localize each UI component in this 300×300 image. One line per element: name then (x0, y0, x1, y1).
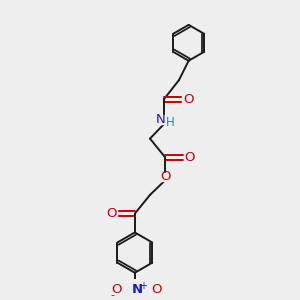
Text: H: H (166, 116, 174, 128)
Text: N: N (132, 283, 143, 296)
Text: N: N (156, 113, 165, 126)
Bar (151, 286, 162, 294)
Bar (157, 116, 171, 124)
Bar (111, 286, 122, 294)
Text: O: O (107, 207, 117, 220)
Bar (182, 95, 192, 104)
Bar (184, 153, 194, 161)
Text: -: - (110, 290, 115, 300)
Text: O: O (151, 284, 161, 296)
Bar (131, 286, 144, 294)
Bar (107, 209, 117, 218)
Text: O: O (183, 93, 193, 106)
Text: O: O (184, 151, 195, 164)
Text: O: O (160, 170, 170, 183)
Text: +: + (139, 281, 147, 291)
Bar (160, 173, 171, 181)
Text: O: O (111, 284, 122, 296)
